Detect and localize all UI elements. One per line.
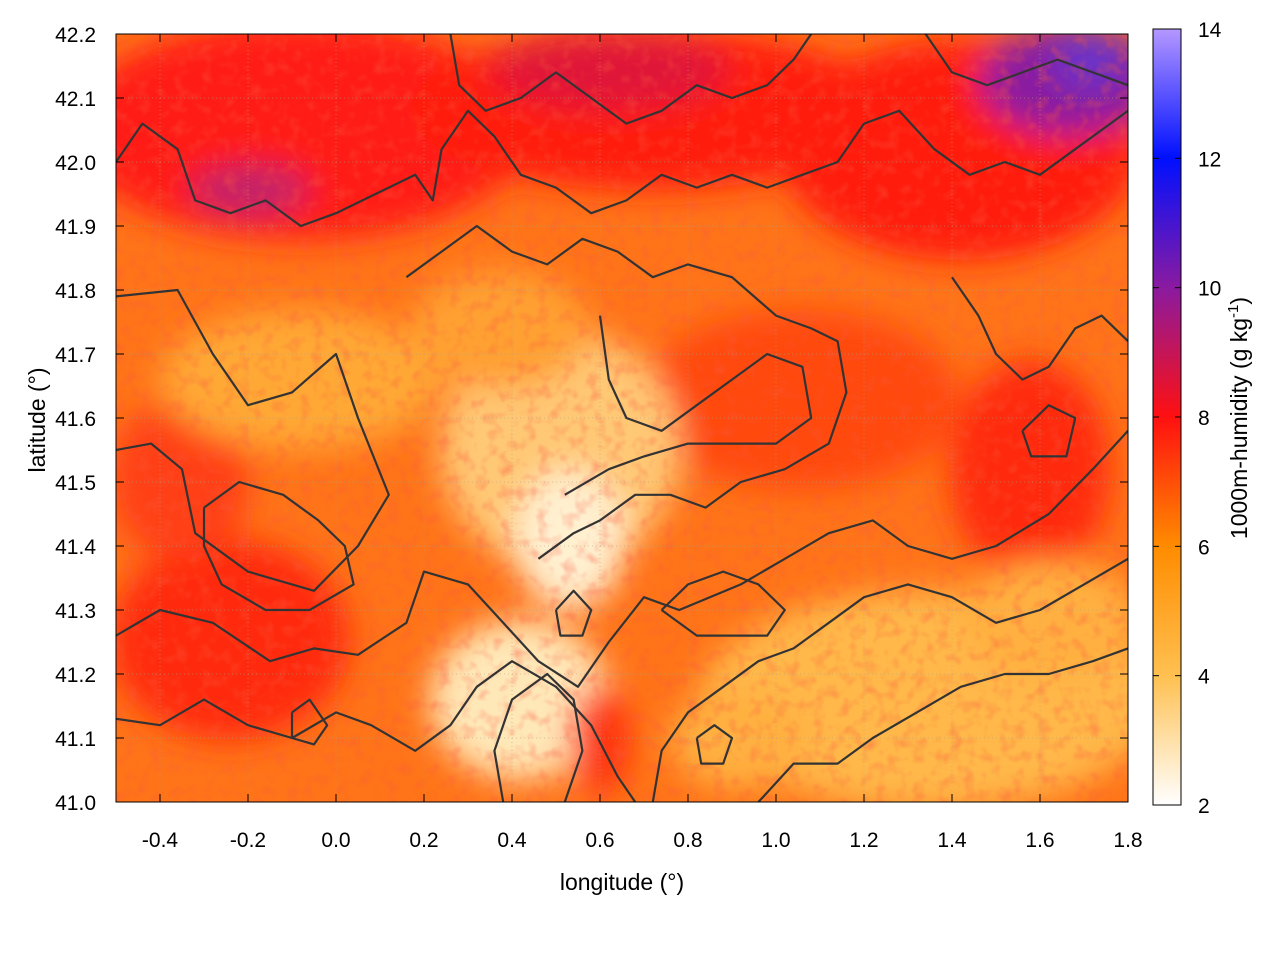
x-tick-label: -0.4 <box>142 829 179 852</box>
contour-line <box>493 672 584 802</box>
contour-line <box>695 724 734 765</box>
colorbar-label-superscript: -1 <box>1225 305 1242 318</box>
y-tick-label: 42.0 <box>55 152 96 175</box>
contour-line <box>924 34 1128 87</box>
y-tick-label: 41.9 <box>55 216 96 239</box>
x-tick-label: 0.8 <box>673 829 702 852</box>
x-tick-label: 0.2 <box>409 829 438 852</box>
x-tick-label: 1.2 <box>849 829 878 852</box>
contour-line <box>564 315 813 496</box>
y-tick-label: 41.6 <box>55 408 96 431</box>
colorbar-tick-label: 8 <box>1198 407 1210 430</box>
contour-line <box>554 589 593 637</box>
contour-line <box>651 557 1128 802</box>
x-tick-label: 0.0 <box>321 829 350 852</box>
contour-line <box>757 647 1128 802</box>
x-tick-label: 0.4 <box>497 829 527 852</box>
contour-line <box>449 34 813 125</box>
y-tick-label: 41.0 <box>55 792 96 815</box>
contour-line <box>1021 404 1077 458</box>
colorbar-tick-label: 12 <box>1198 148 1221 171</box>
x-tick-label: 1.6 <box>1025 829 1054 852</box>
colorbar-tick-label: 4 <box>1198 666 1210 689</box>
y-tick-label: 41.4 <box>55 536 96 559</box>
contour-line <box>116 288 390 592</box>
colorbar-tick-label: 14 <box>1198 19 1222 42</box>
x-axis-label: longitude (°) <box>560 869 684 895</box>
y-tick-label: 41.2 <box>55 664 96 687</box>
y-tick-label: 41.8 <box>55 280 96 303</box>
contour-line <box>116 109 1128 228</box>
y-tick-label: 42.2 <box>55 24 96 47</box>
colorbar-tick-label: 6 <box>1198 536 1210 559</box>
contour-line <box>202 480 355 612</box>
x-tick-label: 1.0 <box>761 829 790 852</box>
x-tick-label: 0.6 <box>585 829 614 852</box>
colorbar-tick-label: 2 <box>1198 795 1210 818</box>
y-axis-label: latitude (°) <box>24 367 50 472</box>
y-tick-label: 41.1 <box>55 728 96 751</box>
x-tick-label: 1.4 <box>937 829 967 852</box>
y-tick-label: 41.3 <box>55 600 96 623</box>
y-tick-label: 41.7 <box>55 344 96 367</box>
colorbar-tick-label: 10 <box>1198 278 1221 301</box>
colorbar-label: 1000m-humidity (g kg-1) <box>1225 297 1252 539</box>
contour-line <box>951 276 1128 381</box>
y-tick-label: 41.5 <box>55 472 96 495</box>
contour-line <box>116 430 1128 688</box>
contour-line <box>116 660 637 802</box>
contour-line <box>405 224 848 560</box>
humidity-field <box>116 34 1128 802</box>
x-tick-label: 1.8 <box>1113 829 1142 852</box>
contour-lines <box>116 34 1128 802</box>
x-tick-label: -0.2 <box>230 829 266 852</box>
contour-line <box>290 698 329 746</box>
y-tick-label: 42.1 <box>55 88 96 111</box>
contour-line <box>660 570 786 637</box>
